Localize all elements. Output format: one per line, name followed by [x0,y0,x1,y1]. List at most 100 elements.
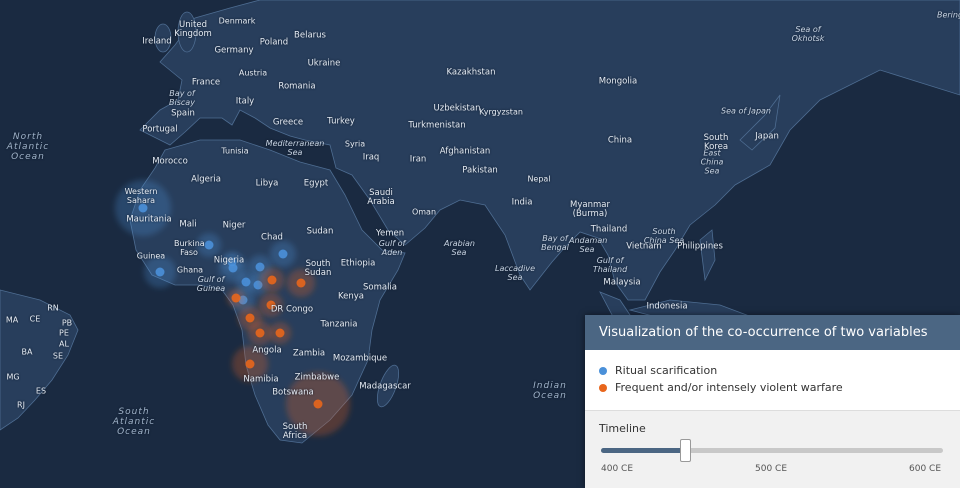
warfare-point[interactable] [275,328,285,338]
map-label: Greece [272,117,304,128]
legend-label: Frequent and/or intensely violent warfar… [615,381,843,394]
map-label: South Sudan [304,259,332,278]
map-label: Bay of Bengal [541,234,569,252]
map-label: Zimbabwe [294,372,340,383]
map-label: Mozambique [332,353,388,364]
slider-handle[interactable] [679,439,691,462]
map-label: Portugal [142,124,178,135]
map-label: Mali [179,219,197,230]
map-label: Belarus [294,30,326,41]
map-label: Niger [222,220,246,231]
legend-swatch [599,383,607,392]
map-label: Botswana [272,387,314,398]
map-label: Gulf of Thailand [592,256,628,274]
scarification-point[interactable] [204,240,214,250]
scarification-point[interactable] [155,267,165,277]
map-label: Vietnam [626,241,662,252]
map-label: Bering [936,10,960,20]
map-label: Philippines [677,241,723,252]
timeline-tick: 600 CE [908,464,942,474]
map-label: Romania [278,81,316,92]
map-label: Gulf of Aden [378,239,406,257]
data-points [115,180,350,436]
map-label: Laccadive Sea [495,264,536,282]
map-label: South Korea [703,133,729,152]
scarification-point[interactable] [278,249,288,259]
map-label: Nepal [527,174,551,184]
map-label: PE [59,328,69,338]
map-label: Somalia [362,282,398,293]
map-label: RN [47,303,59,313]
map-label: MA [5,315,19,325]
map-label: Thailand [590,224,628,235]
map-label: Kazakhstan [446,67,496,78]
map-label: Oman [411,207,437,217]
timeline: Timeline 400 CE 500 CE 600 CE [585,410,960,488]
map-label: Zambia [292,348,326,359]
map-label: SE [52,351,64,361]
map-label: Spain [171,108,195,119]
map-label: Iran [409,154,427,165]
map-label: Namibia [243,374,279,385]
map-label: Andaman Sea [569,236,608,254]
map-label: Pakistan [462,165,498,176]
map-label: CE [29,314,41,324]
warfare-point[interactable] [267,275,277,285]
map-label: Nigeria [213,255,245,266]
panel-title: Visualization of the co-occurrence of tw… [585,315,960,350]
map-label: Chad [261,232,283,243]
map-label: Poland [259,37,289,48]
map-label: Arabian Sea [444,239,475,257]
map-label: Turkmenistan [408,120,466,131]
map-label: South China Sea [643,227,685,245]
scarification-point[interactable] [227,257,237,267]
map-label: MG [6,372,20,382]
map-label: Gulf of Guinea [196,275,226,293]
slider-fill [601,448,685,453]
warfare-point[interactable] [245,313,255,323]
slider-track[interactable] [601,448,943,453]
map-label: Guinea [136,251,166,261]
warfare-point[interactable] [313,399,323,409]
map-label: Kyrgyzstan [479,107,523,117]
warfare-point[interactable] [296,278,306,288]
map-label: PB [61,318,73,328]
map-label: India [511,197,533,208]
map-label: North Atlantic Ocean [6,132,50,162]
warfare-point[interactable] [255,328,265,338]
map-label: Iraq [362,152,380,163]
scarification-point[interactable] [138,203,148,213]
map-label: Burkina Faso [174,239,205,257]
scarification-point[interactable] [255,262,265,272]
scarification-point[interactable] [253,280,263,290]
warfare-point[interactable] [245,359,255,369]
map-label: China [607,135,633,146]
map-label: Denmark [218,16,256,26]
map-label: Myanmar (Burma) [570,200,610,219]
map-label: Tunisia [221,146,249,156]
map-label: Algeria [191,174,221,185]
map-label: Egypt [303,178,329,189]
map-label: Syria [344,139,366,149]
map-label: BA [21,347,33,357]
map-label: Germany [214,45,254,56]
warfare-point[interactable] [266,300,276,310]
map-label: Mauritania [126,214,172,225]
map-label: Angola [252,345,282,356]
warfare-point[interactable] [231,293,241,303]
map-label: Turkey [327,116,355,127]
map-label: Mongolia [598,76,638,87]
map-label: Kenya [337,291,365,302]
map-label: Japan [755,131,779,142]
map-label: RJ [17,400,25,410]
map-label: Austria [238,68,268,78]
landmass [0,0,960,444]
map-label: Malaysia [603,277,641,288]
map-label: Ireland [142,36,172,47]
map-label: Mediterranean Sea [265,139,325,157]
map-label: United Kingdom [174,20,212,39]
map-label: Western Sahara [124,187,158,205]
legend-label: Ritual scarification [615,364,718,377]
map-label: Indonesia [646,301,688,312]
